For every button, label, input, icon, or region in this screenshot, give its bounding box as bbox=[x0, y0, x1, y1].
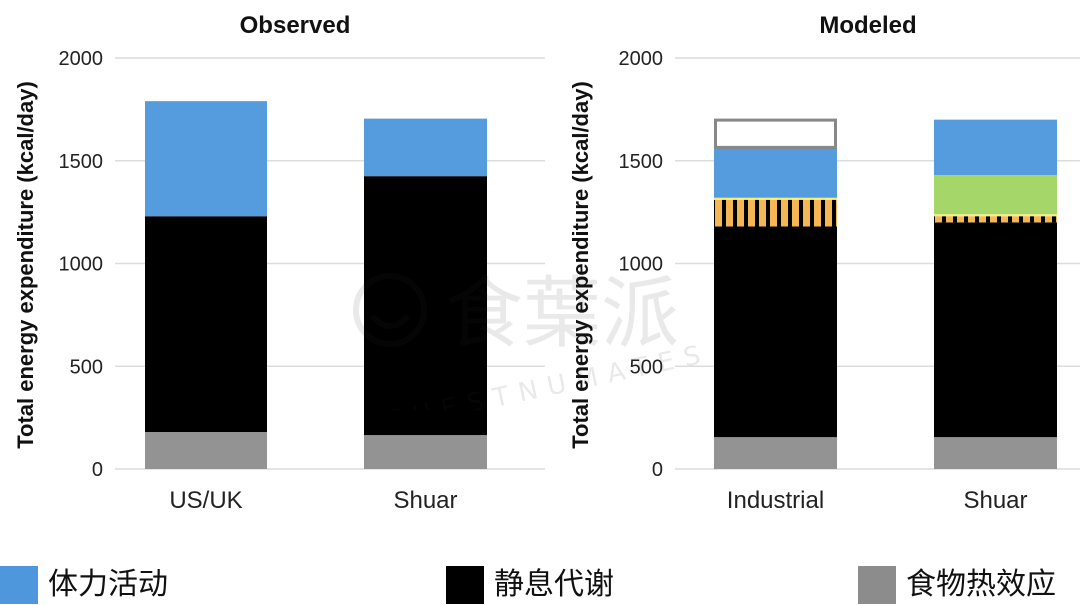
bar-segment-静息代谢 bbox=[714, 226, 837, 438]
chart-figure: Observed Total energy expenditure (kcal/… bbox=[13, 12, 1080, 514]
legend-swatch-resting bbox=[446, 566, 484, 604]
y-tick-label: 0 bbox=[652, 459, 663, 481]
legend-item-activity: 体力活动 bbox=[0, 566, 168, 604]
bar-segment-component-4 bbox=[934, 175, 1057, 215]
panel-modeled: Modeled Total energy expenditure (kcal/d… bbox=[568, 12, 1080, 514]
bar-segment-component-2 bbox=[934, 216, 1057, 223]
bar-segment-component-3 bbox=[714, 197, 837, 200]
bar-segment-食物热效应 bbox=[145, 432, 267, 469]
y-tick-label: 2000 bbox=[619, 48, 664, 70]
legend-label-resting: 静息代谢 bbox=[494, 567, 614, 602]
y-axis-label-observed: Total energy expenditure (kcal/day) bbox=[13, 81, 38, 449]
bar-segment-体力活动 bbox=[934, 119, 1057, 176]
panel-observed: Observed Total energy expenditure (kcal/… bbox=[13, 12, 545, 514]
bar-segment-component-2 bbox=[714, 199, 837, 227]
watermark-text: 食葉派 bbox=[445, 269, 679, 359]
x-category-label: Shuar bbox=[963, 487, 1027, 514]
panel-title-modeled: Modeled bbox=[819, 12, 916, 39]
y-tick-label: 1500 bbox=[619, 151, 664, 173]
x-category-label: Industrial bbox=[727, 487, 824, 514]
y-tick-label: 1500 bbox=[59, 151, 104, 173]
bar-segment-食物热效应 bbox=[934, 437, 1057, 469]
x-categories-modeled: Industrial Shuar bbox=[727, 487, 1028, 514]
y-tick-label: 2000 bbox=[59, 48, 104, 70]
x-category-label: US/UK bbox=[169, 487, 242, 514]
y-tick-label: 1000 bbox=[59, 254, 104, 276]
legend-label-thermic: 食物热效应 bbox=[906, 567, 1056, 602]
bar-segment-静息代谢 bbox=[145, 216, 267, 433]
y-ticks-observed: 0 500 1000 1500 2000 bbox=[59, 48, 104, 481]
panel-title-observed: Observed bbox=[240, 12, 351, 39]
bars-observed bbox=[145, 101, 487, 469]
bar-segment-静息代谢 bbox=[364, 176, 487, 436]
y-tick-label: 0 bbox=[92, 459, 103, 481]
bar-segment-静息代谢 bbox=[934, 222, 1057, 438]
y-axis-label-modeled: Total energy expenditure (kcal/day) bbox=[568, 81, 593, 449]
bar-segment-体力活动 bbox=[364, 118, 487, 177]
legend: 体力活动 静息代谢 食物热效应 bbox=[0, 560, 1080, 605]
legend-swatch-thermic bbox=[858, 566, 896, 604]
x-categories-observed: US/UK Shuar bbox=[169, 487, 457, 514]
bar-segment-component-6 bbox=[714, 118, 837, 149]
legend-swatch-activity bbox=[0, 566, 38, 604]
legend-item-thermic: 食物热效应 bbox=[858, 566, 1056, 604]
y-tick-label: 500 bbox=[70, 356, 103, 378]
bar-segment-食物热效应 bbox=[714, 437, 837, 469]
bar-segment-食物热效应 bbox=[364, 435, 487, 469]
x-category-label: Shuar bbox=[393, 487, 457, 514]
y-tick-label: 1000 bbox=[619, 254, 664, 276]
legend-item-resting: 静息代谢 bbox=[446, 566, 614, 604]
watermark: 食葉派 CHESTNUMATES bbox=[353, 269, 713, 410]
y-tick-label: 500 bbox=[630, 356, 663, 378]
bars-modeled bbox=[714, 118, 1057, 469]
bar-segment-component-3 bbox=[934, 214, 1057, 217]
bar-segment-体力活动 bbox=[714, 147, 837, 198]
y-ticks-modeled: 0 500 1000 1500 2000 bbox=[619, 48, 664, 481]
bar-segment-体力活动 bbox=[145, 101, 267, 217]
legend-label-activity: 体力活动 bbox=[48, 567, 168, 602]
